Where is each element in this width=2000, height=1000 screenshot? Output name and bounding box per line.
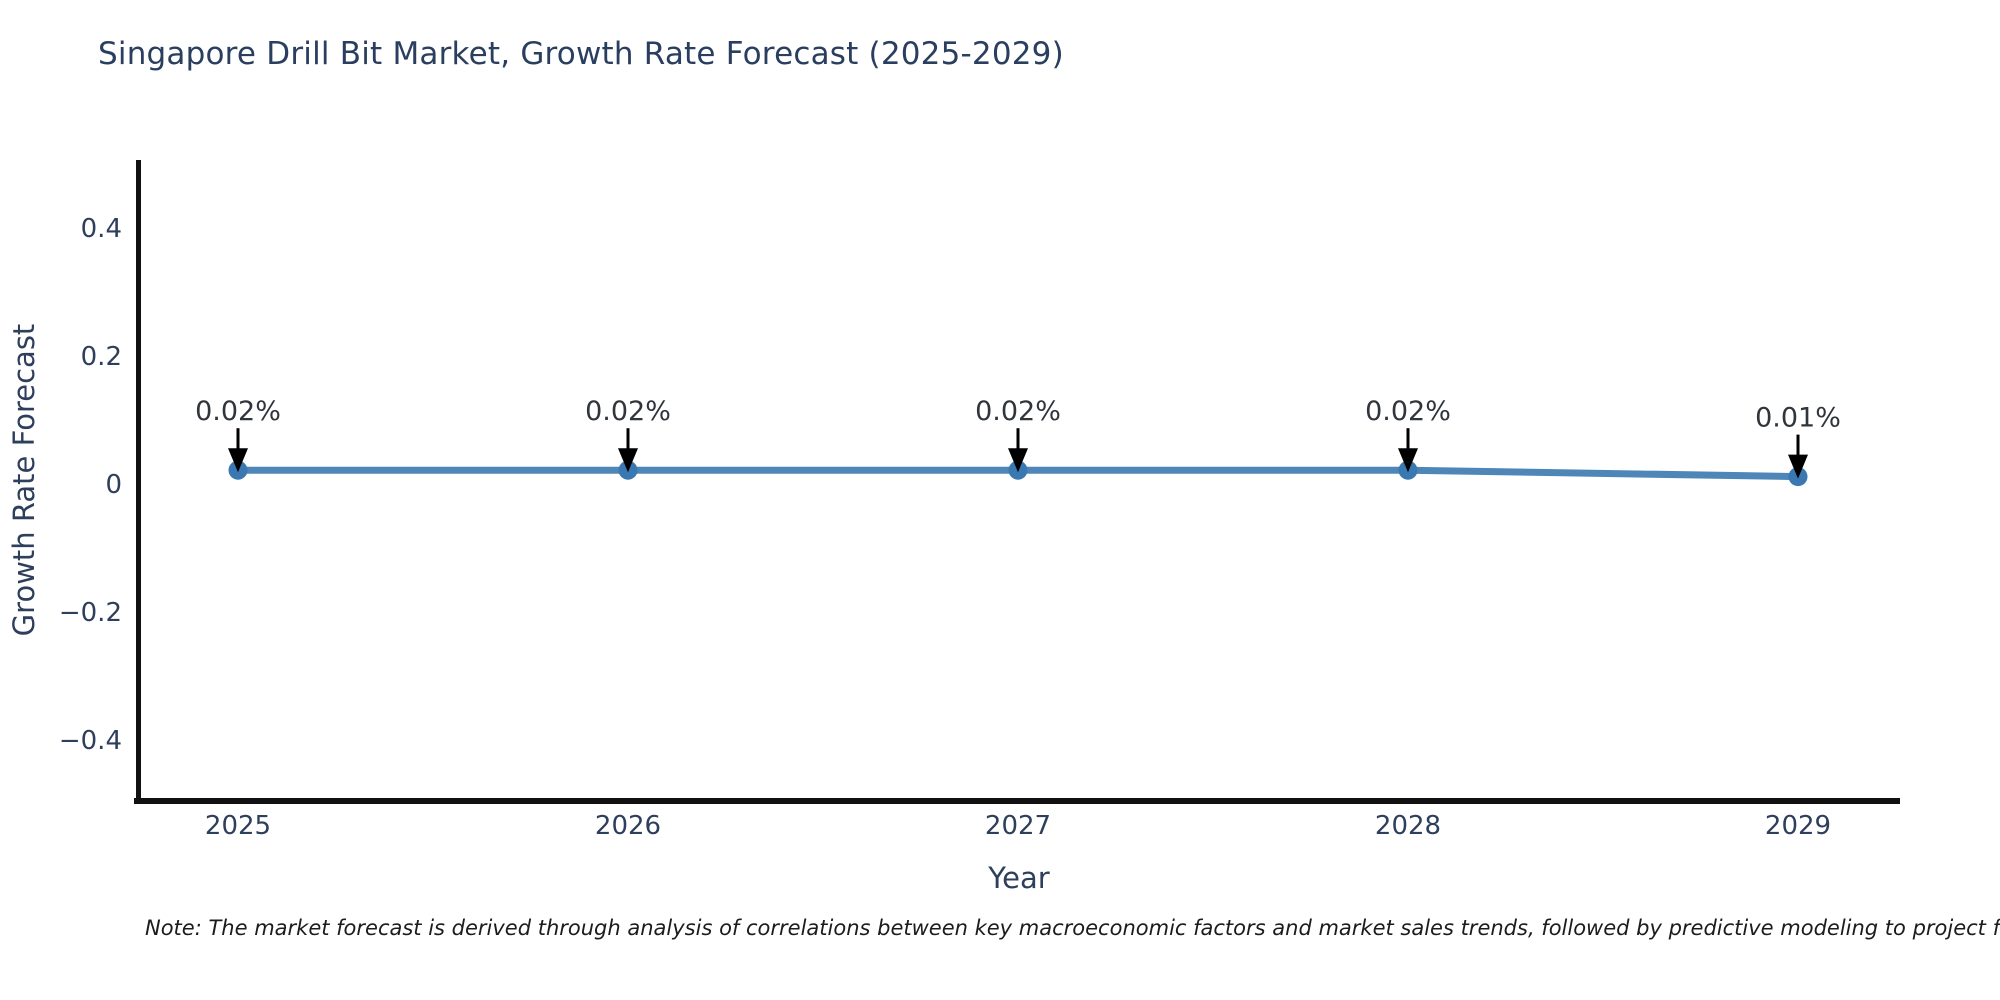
y-tick-label: −0.4 bbox=[59, 726, 122, 756]
x-tick-label: 2029 bbox=[1765, 811, 1831, 841]
data-point-label: 0.02% bbox=[195, 396, 281, 427]
x-tick-label: 2026 bbox=[595, 811, 661, 841]
annotation-arrow-head bbox=[618, 448, 638, 473]
data-point-label: 0.02% bbox=[585, 396, 671, 427]
annotation-arrow-head bbox=[228, 448, 248, 473]
data-point-label: 0.02% bbox=[975, 396, 1061, 427]
y-tick-label: 0 bbox=[105, 470, 122, 500]
data-point-label: 0.02% bbox=[1365, 396, 1451, 427]
annotation-arrow-head bbox=[1788, 454, 1808, 479]
annotation-arrow-head bbox=[1398, 448, 1418, 473]
chart-title: Singapore Drill Bit Market, Growth Rate … bbox=[98, 36, 1064, 72]
x-tick-label: 2028 bbox=[1375, 811, 1441, 841]
annotation-arrow-head bbox=[1008, 448, 1028, 473]
x-tick-label: 2027 bbox=[985, 811, 1051, 841]
x-axis-spine bbox=[134, 798, 1900, 804]
plot-area: 0.4 0.2 0 −0.2 −0.4 2025 2026 2027 2028 2029 0.02%… bbox=[59, 160, 1900, 841]
y-tick-label: −0.2 bbox=[59, 598, 122, 628]
y-tick-label: 0.4 bbox=[81, 214, 122, 244]
y-axis-title: Growth Rate Forecast bbox=[7, 324, 41, 637]
x-tick-label: 2025 bbox=[205, 811, 271, 841]
data-point-label: 0.01% bbox=[1755, 403, 1841, 434]
chart-footnote: Note: The market forecast is derived thr… bbox=[145, 916, 2000, 940]
y-axis-spine bbox=[136, 160, 141, 803]
y-tick-label: 0.2 bbox=[81, 342, 122, 372]
x-axis-title: Year bbox=[987, 861, 1049, 895]
